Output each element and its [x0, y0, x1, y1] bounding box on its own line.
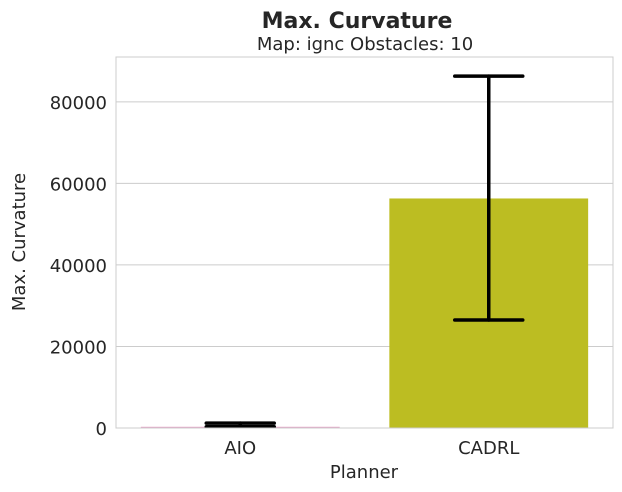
y-tick-label: 60000 [50, 174, 107, 195]
y-tick-label: 0 [96, 419, 107, 440]
x-axis-label: Planner [330, 462, 399, 483]
chart-subtitle: Map: ignc Obstacles: 10 [257, 34, 473, 55]
error-bars [204, 74, 525, 429]
x-tick-label: CADRL [458, 438, 519, 459]
bars [140, 198, 589, 428]
x-tick-label: AIO [224, 438, 256, 459]
y-tick-label: 80000 [50, 93, 107, 114]
y-tick-label: 40000 [50, 256, 107, 277]
x-ticks: AIO CADRL [224, 438, 519, 459]
chart-title: Max. Curvature [262, 9, 453, 34]
error-bar-cadrl [453, 74, 525, 322]
plot-frame [115, 56, 614, 429]
y-tick-label: 20000 [50, 337, 107, 358]
y-axis-label: Max. Curvature [9, 173, 30, 311]
error-bar-aio [204, 421, 276, 429]
y-ticks: 0 20000 40000 60000 80000 [50, 93, 107, 440]
